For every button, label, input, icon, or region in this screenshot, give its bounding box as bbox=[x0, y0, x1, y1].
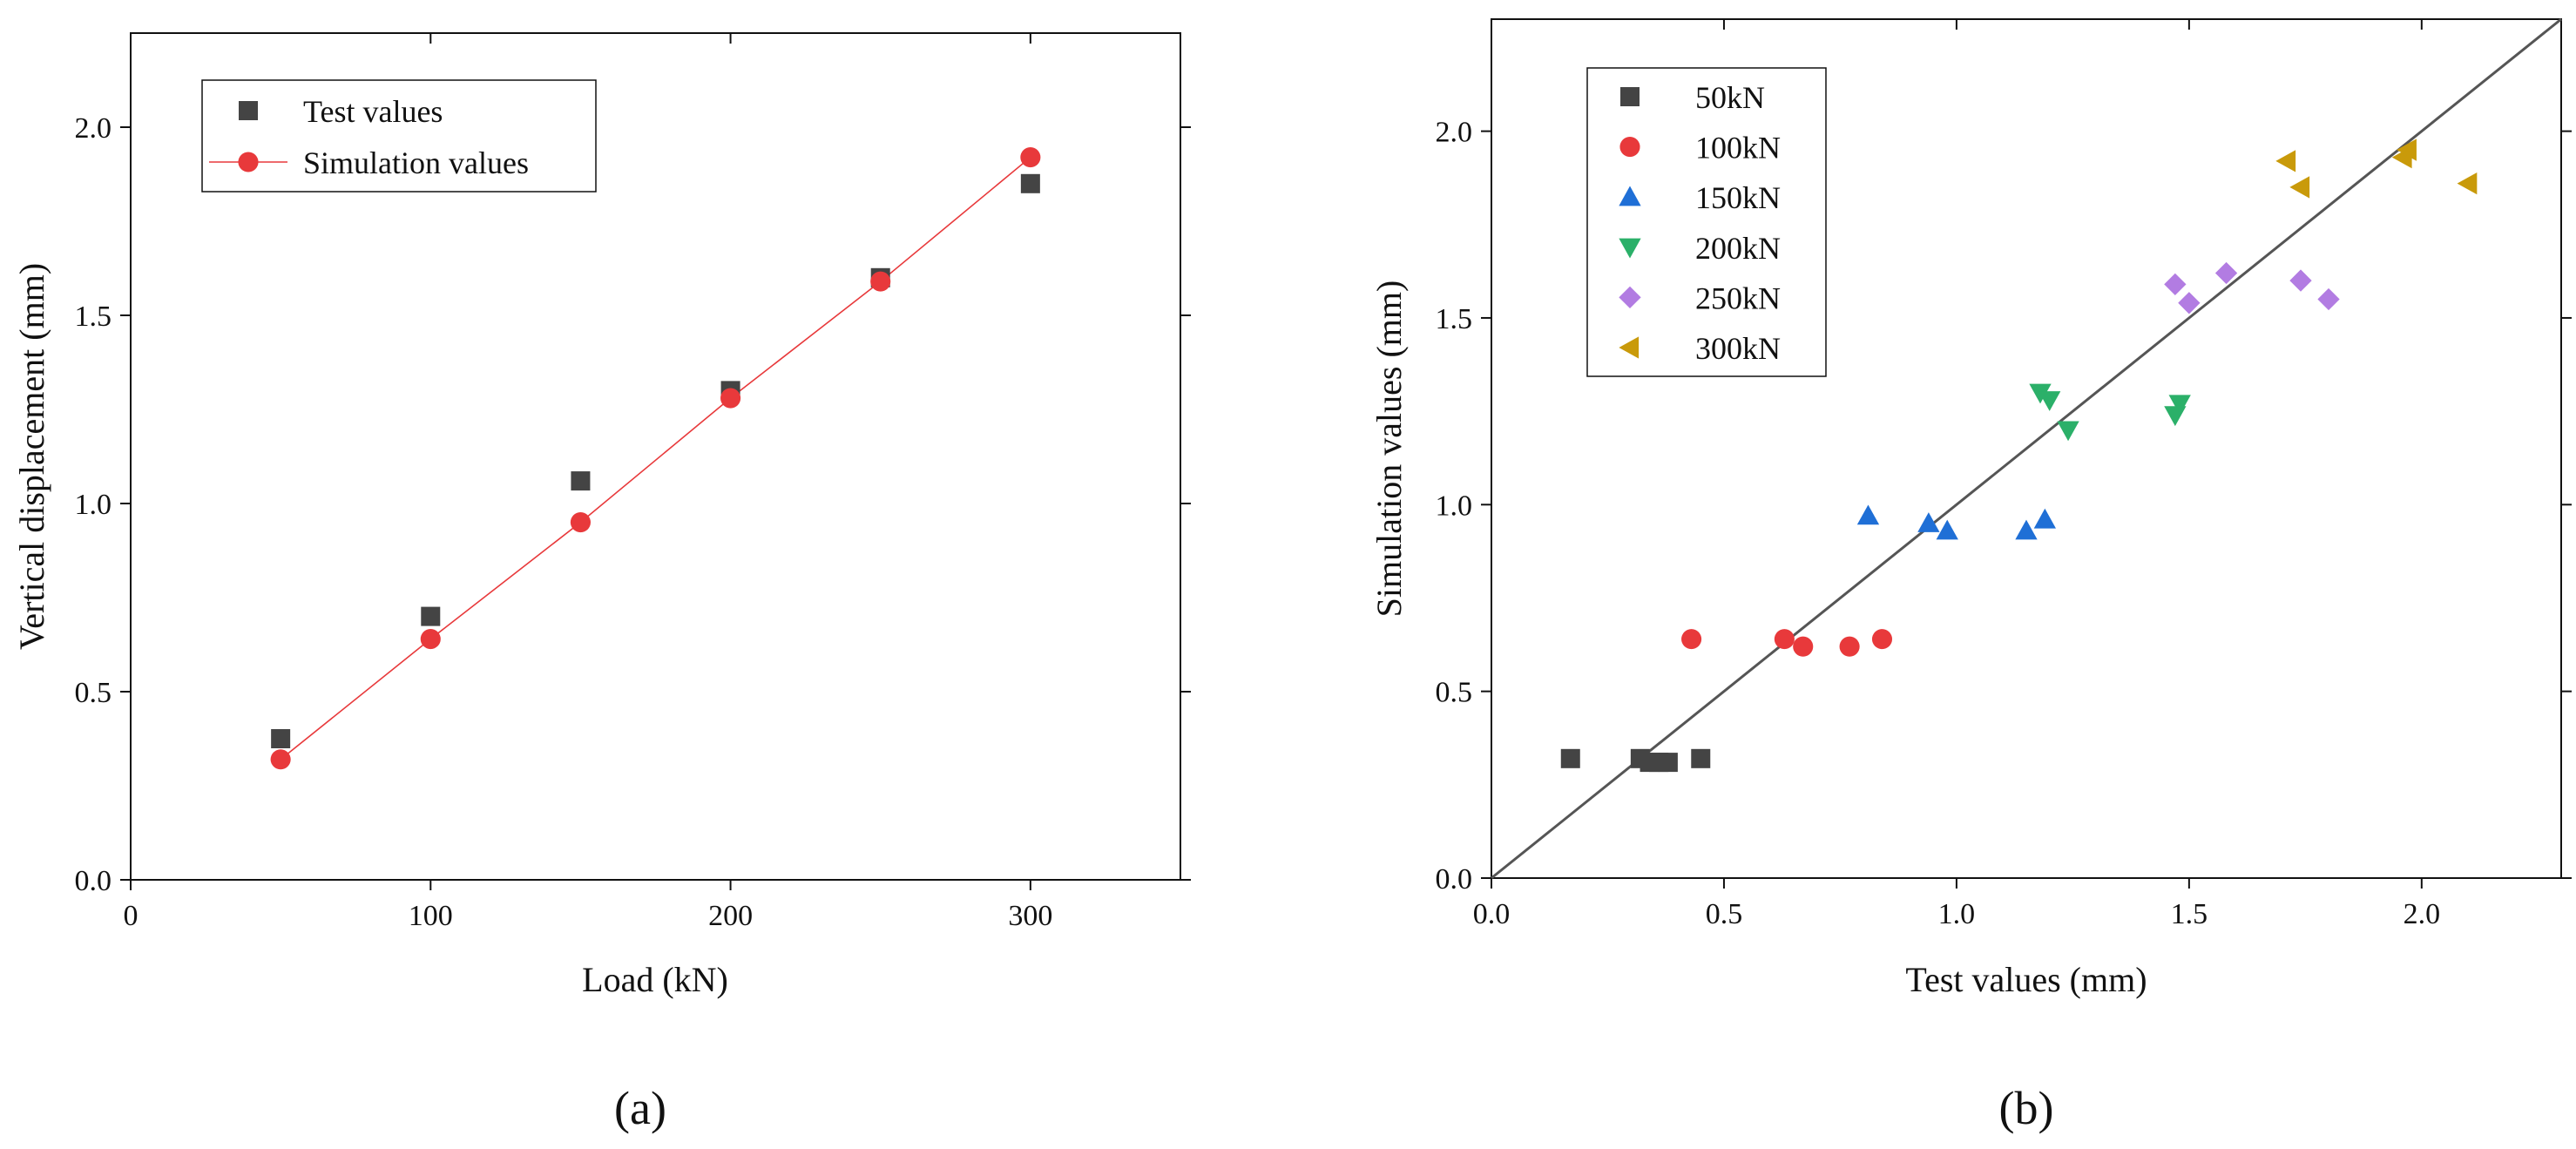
panel-b-x-tick-label: 0.5 bbox=[1706, 898, 1743, 930]
panel-b-point-250kn bbox=[2317, 287, 2340, 311]
panel-a-y-tick-label: 1.0 bbox=[75, 489, 112, 521]
panel-b-legend-label-50kn: 50kN bbox=[1695, 80, 1765, 115]
panel-a-simulation-point bbox=[1020, 147, 1041, 168]
panel-b-point-100kn bbox=[1839, 636, 1860, 657]
panel-b-point-100kn bbox=[1793, 636, 1814, 657]
panel-a-legend-test-label: Test values bbox=[303, 94, 443, 129]
panel-b-legend-marker-150kn bbox=[1619, 186, 1641, 206]
panel-a-x-axis-label: Load (kN) bbox=[582, 960, 728, 999]
panel-b-legend-marker-50kn bbox=[1620, 87, 1640, 106]
panel-b-point-150kn bbox=[1856, 504, 1880, 525]
panel-a-simulation-point bbox=[420, 628, 441, 650]
panel-a-legend-simulation-marker bbox=[238, 152, 259, 172]
panel-a-simulation-point bbox=[720, 388, 741, 409]
panel-b-legend-label-100kn: 100kN bbox=[1695, 131, 1781, 166]
panel-b-legend-label-250kn: 250kN bbox=[1695, 280, 1781, 315]
panel-b-point-250kn bbox=[2164, 273, 2187, 296]
panel-a-x-tick-label: 100 bbox=[409, 900, 453, 932]
panel-a-test-point bbox=[1020, 173, 1040, 193]
panel-a-legend-box bbox=[201, 79, 597, 193]
panel-b-legend-marker-250kn bbox=[1619, 286, 1641, 309]
panel-a-simulation-point bbox=[270, 749, 291, 770]
panel-b-point-100kn bbox=[1871, 629, 1893, 650]
panel-b-point-300kn bbox=[2397, 139, 2417, 161]
panel-b-point-50kn bbox=[1560, 748, 1580, 768]
panel-b-point-200kn bbox=[2038, 391, 2061, 411]
panel-b-legend: 50kN 100kN 150kN 200kN 250kN 300kN bbox=[1586, 67, 1827, 377]
panel-a-y-tick-label: 2.0 bbox=[75, 112, 112, 145]
panel-a-test-point bbox=[421, 606, 441, 626]
panel-b-point-250kn bbox=[2214, 261, 2238, 285]
panel-a-y-axis-label: Vertical displacement (mm) bbox=[12, 263, 51, 650]
panel-b-y-tick-label: 0.5 bbox=[1436, 677, 1473, 709]
panel-b-point-50kn bbox=[1658, 753, 1678, 773]
panel-b-point-150kn bbox=[2015, 519, 2038, 540]
panel-b-point-150kn bbox=[1936, 519, 1958, 540]
panel-a-y-tick-label: 0.0 bbox=[75, 865, 112, 897]
panel-b-label: (b) bbox=[1999, 1082, 2054, 1134]
panel-a-label: (a) bbox=[614, 1082, 666, 1134]
panel-b-point-250kn bbox=[2178, 292, 2201, 314]
panel-a-simulation-line bbox=[280, 156, 1031, 760]
panel-a-legend-test-marker bbox=[239, 101, 258, 120]
panel-b-legend-box bbox=[1586, 67, 1827, 377]
panel-b-legend-label-200kn: 200kN bbox=[1695, 231, 1781, 266]
panel-b-x-tick-label: 2.0 bbox=[2404, 898, 2441, 930]
panel-b-point-150kn bbox=[2033, 508, 2057, 529]
panel-b-point-50kn bbox=[1691, 748, 1711, 768]
panel-b-x-tick-label: 0.0 bbox=[1473, 898, 1511, 930]
panel-b-plot-frame bbox=[1491, 18, 2562, 879]
panel-a-chart: 0 100 200 300 0.0 0.5 1.0 1.5 2.0 Test values Si… bbox=[12, 32, 1191, 1134]
panel-b-point-300kn bbox=[2275, 150, 2296, 172]
panel-a-x-tick-label: 200 bbox=[708, 900, 753, 932]
panel-a-y-tick-label: 0.5 bbox=[75, 677, 112, 709]
panel-b-legend-marker-200kn bbox=[1619, 238, 1641, 259]
panel-a-y-tick-label: 1.5 bbox=[75, 301, 112, 333]
panel-a-x-tick-label: 0 bbox=[124, 900, 139, 932]
panel-b-legend-marker-300kn bbox=[1619, 336, 1640, 359]
panel-a-simulation-point bbox=[870, 271, 891, 292]
panel-b-x-axis-label: Test values (mm) bbox=[1905, 960, 2147, 999]
panel-b-legend-label-300kn: 300kN bbox=[1695, 331, 1781, 366]
panel-b-chart: 0.0 0.5 1.0 1.5 2.0 0.0 0.5 1.0 1.5 2.0 50kN 100k… bbox=[1369, 17, 2572, 1134]
panel-b-point-200kn bbox=[2168, 395, 2191, 416]
panel-b-y-tick-label: 2.0 bbox=[1436, 117, 1473, 149]
panel-b-legend-label-150kn: 150kN bbox=[1695, 180, 1781, 215]
panel-a-plot-frame bbox=[130, 32, 1181, 881]
panel-b-point-100kn bbox=[1681, 629, 1702, 650]
panel-a-legend: Test values Simulation values bbox=[201, 79, 597, 193]
panel-b-point-100kn bbox=[1774, 629, 1795, 650]
panel-b-x-tick-label: 1.5 bbox=[2171, 898, 2208, 930]
panel-b-y-tick-label: 1.5 bbox=[1436, 303, 1473, 335]
panel-a-test-point bbox=[571, 471, 591, 491]
panel-b-x-tick-label: 1.0 bbox=[1938, 898, 1976, 930]
panel-b-point-300kn bbox=[2289, 176, 2310, 199]
panel-b-point-200kn bbox=[2057, 421, 2079, 442]
panel-b-point-150kn bbox=[1917, 512, 1940, 532]
panel-b-legend-marker-100kn bbox=[1619, 137, 1640, 158]
panel-b-reference-line bbox=[1491, 17, 2562, 880]
panel-b-y-tick-label: 1.0 bbox=[1436, 490, 1473, 522]
panel-a-legend-simulation-label: Simulation values bbox=[303, 145, 529, 180]
panel-b-point-250kn bbox=[2289, 269, 2312, 292]
panel-b-point-300kn bbox=[2457, 172, 2478, 195]
panel-b-y-axis-label: Simulation values (mm) bbox=[1369, 280, 1409, 618]
panel-a-x-tick-label: 300 bbox=[1008, 900, 1052, 932]
panel-a-test-point bbox=[271, 729, 291, 748]
panel-b-y-tick-label: 0.0 bbox=[1436, 863, 1473, 896]
panel-a-simulation-point bbox=[570, 512, 591, 533]
